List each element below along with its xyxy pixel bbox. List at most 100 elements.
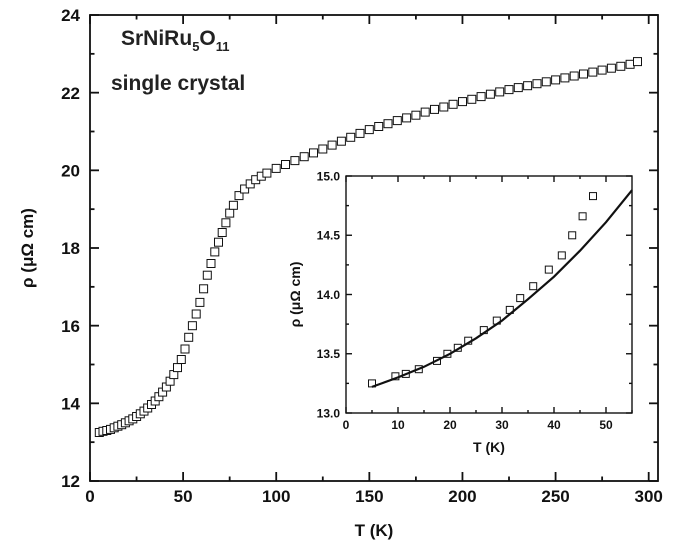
- main-data-point: [202, 270, 212, 280]
- main-data-point: [228, 200, 238, 210]
- main-data-point: [206, 259, 216, 268]
- inset-xtick-label: 50: [599, 418, 613, 432]
- main-data-point: [346, 132, 356, 142]
- main-data-point: [290, 156, 300, 166]
- main-data-point: [299, 152, 309, 162]
- main-data-point: [606, 63, 616, 73]
- main-ytick-label: 22: [61, 84, 80, 103]
- inset-ytick-label: 15.0: [317, 169, 341, 183]
- main-xtick-label: 50: [174, 487, 193, 506]
- main-data-point: [411, 110, 421, 120]
- inset-data-point: [589, 192, 597, 201]
- inset-ytick-label: 14.0: [317, 288, 341, 302]
- compound-mid-text: O: [199, 27, 215, 50]
- main-data-point: [448, 99, 458, 109]
- main-data-point: [485, 89, 495, 99]
- main-data-point: [176, 355, 186, 364]
- main-data-point: [240, 184, 250, 194]
- main-data-point: [364, 125, 374, 135]
- inset-data-point: [544, 265, 553, 274]
- main-data-point: [221, 218, 231, 228]
- inset-ytick-label: 14.5: [317, 229, 341, 243]
- main-data-point: [467, 94, 477, 104]
- main-data-point: [225, 208, 235, 218]
- main-ytick-label: 24: [61, 6, 80, 25]
- inset-xtick-label: 40: [547, 418, 561, 432]
- main-data-point: [633, 57, 642, 67]
- main-data-point: [458, 97, 467, 107]
- main-data-point: [309, 148, 318, 158]
- main-ytick-label: 12: [61, 472, 80, 491]
- compound-base-text: SrNiRu: [121, 27, 192, 50]
- compound-subscript-1: 5: [192, 39, 199, 54]
- main-data-point: [318, 144, 328, 154]
- main-xtick-label: 100: [262, 487, 290, 506]
- main-data-point: [616, 61, 626, 71]
- inset-y-axis-title: ρ (μΩ cm): [287, 262, 303, 328]
- main-xtick-label: 150: [355, 487, 383, 506]
- main-data-point: [402, 113, 412, 123]
- main-data-point: [532, 79, 542, 89]
- inset-plot: 0 10 20 30 40 50 13.0 13.5 14.0 14.5 15.0 T (K) ρ (μ…: [287, 169, 633, 455]
- main-ytick-label: 16: [61, 317, 80, 336]
- main-data-point: [430, 104, 439, 114]
- main-data-point: [383, 119, 393, 129]
- main-data-point: [513, 83, 523, 93]
- main-data-point: [210, 247, 220, 257]
- inset-xtick-label: 20: [443, 418, 457, 432]
- main-data-point: [579, 69, 588, 79]
- main-data-point: [476, 92, 486, 102]
- compound-label: SrNiRu5O11: [121, 27, 230, 54]
- inset-xtick-label: 10: [391, 418, 405, 432]
- inset-xtick-label: 0: [343, 418, 350, 432]
- main-data-point: [187, 321, 197, 331]
- main-data-point: [374, 122, 384, 131]
- main-data-point: [184, 332, 194, 342]
- main-data-point: [420, 107, 430, 117]
- sample-label: single crystal: [111, 72, 245, 95]
- main-data-point: [541, 77, 551, 87]
- main-data-point: [199, 284, 209, 294]
- inset-ytick-label: 13.0: [317, 406, 341, 420]
- annotation: SrNiRu5O11 single crystal: [111, 27, 245, 95]
- inset-ytick-label: 13.5: [317, 347, 341, 361]
- main-xtick-label: 200: [448, 487, 476, 506]
- main-data-point: [214, 237, 223, 247]
- main-data-point: [392, 116, 402, 126]
- main-data-point: [560, 73, 570, 83]
- main-xtick-label: 250: [541, 487, 569, 506]
- main-ytick-label: 14: [61, 394, 80, 413]
- inset-data-point: [578, 212, 587, 221]
- main-data-point: [523, 81, 533, 91]
- inset-fit-line: [371, 189, 633, 388]
- main-data-point: [504, 85, 514, 95]
- main-data-point: [327, 140, 337, 150]
- compound-subscript-2: 11: [216, 39, 230, 54]
- main-data-point: [569, 71, 579, 81]
- main-data-point: [195, 297, 205, 307]
- main-data-point: [625, 59, 635, 69]
- inset-xtick-label: 30: [495, 418, 509, 432]
- main-data-point: [173, 363, 182, 373]
- inset-data-point: [516, 294, 525, 303]
- main-data-point: [495, 87, 505, 97]
- inset-frame: [345, 175, 633, 414]
- main-data-point: [597, 65, 607, 75]
- inset-data-point: [529, 282, 538, 291]
- main-data-point: [336, 136, 346, 146]
- main-data-point: [355, 128, 365, 138]
- main-data-point: [588, 67, 598, 77]
- main-y-axis-title: ρ (μΩ cm): [18, 208, 37, 288]
- main-data-point: [271, 163, 281, 173]
- main-data-point: [217, 228, 227, 237]
- main-data-point: [551, 75, 561, 85]
- main-ytick-label: 20: [61, 161, 80, 180]
- main-data-point: [234, 191, 244, 201]
- main-data-point: [281, 160, 290, 169]
- inset-data-point: [557, 251, 566, 260]
- main-data-point: [191, 309, 201, 319]
- main-x-axis-title: T (K): [355, 521, 394, 540]
- main-ytick-label: 18: [61, 239, 80, 258]
- main-data-point: [262, 168, 272, 178]
